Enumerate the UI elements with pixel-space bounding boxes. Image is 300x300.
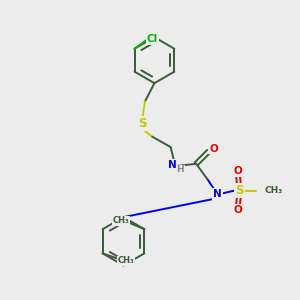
Text: N: N <box>168 160 176 170</box>
Text: S: S <box>138 117 146 130</box>
Text: Cl: Cl <box>147 34 158 44</box>
Text: N: N <box>213 189 222 199</box>
Text: CH₃: CH₃ <box>113 216 130 225</box>
Text: CH₃: CH₃ <box>264 186 283 195</box>
Text: CH₃: CH₃ <box>118 256 134 265</box>
Text: H: H <box>176 165 184 174</box>
Text: O: O <box>234 166 242 176</box>
Text: O: O <box>209 143 218 154</box>
Text: S: S <box>235 184 244 197</box>
Text: O: O <box>234 205 242 215</box>
